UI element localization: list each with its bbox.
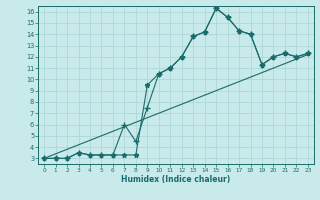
X-axis label: Humidex (Indice chaleur): Humidex (Indice chaleur) xyxy=(121,175,231,184)
